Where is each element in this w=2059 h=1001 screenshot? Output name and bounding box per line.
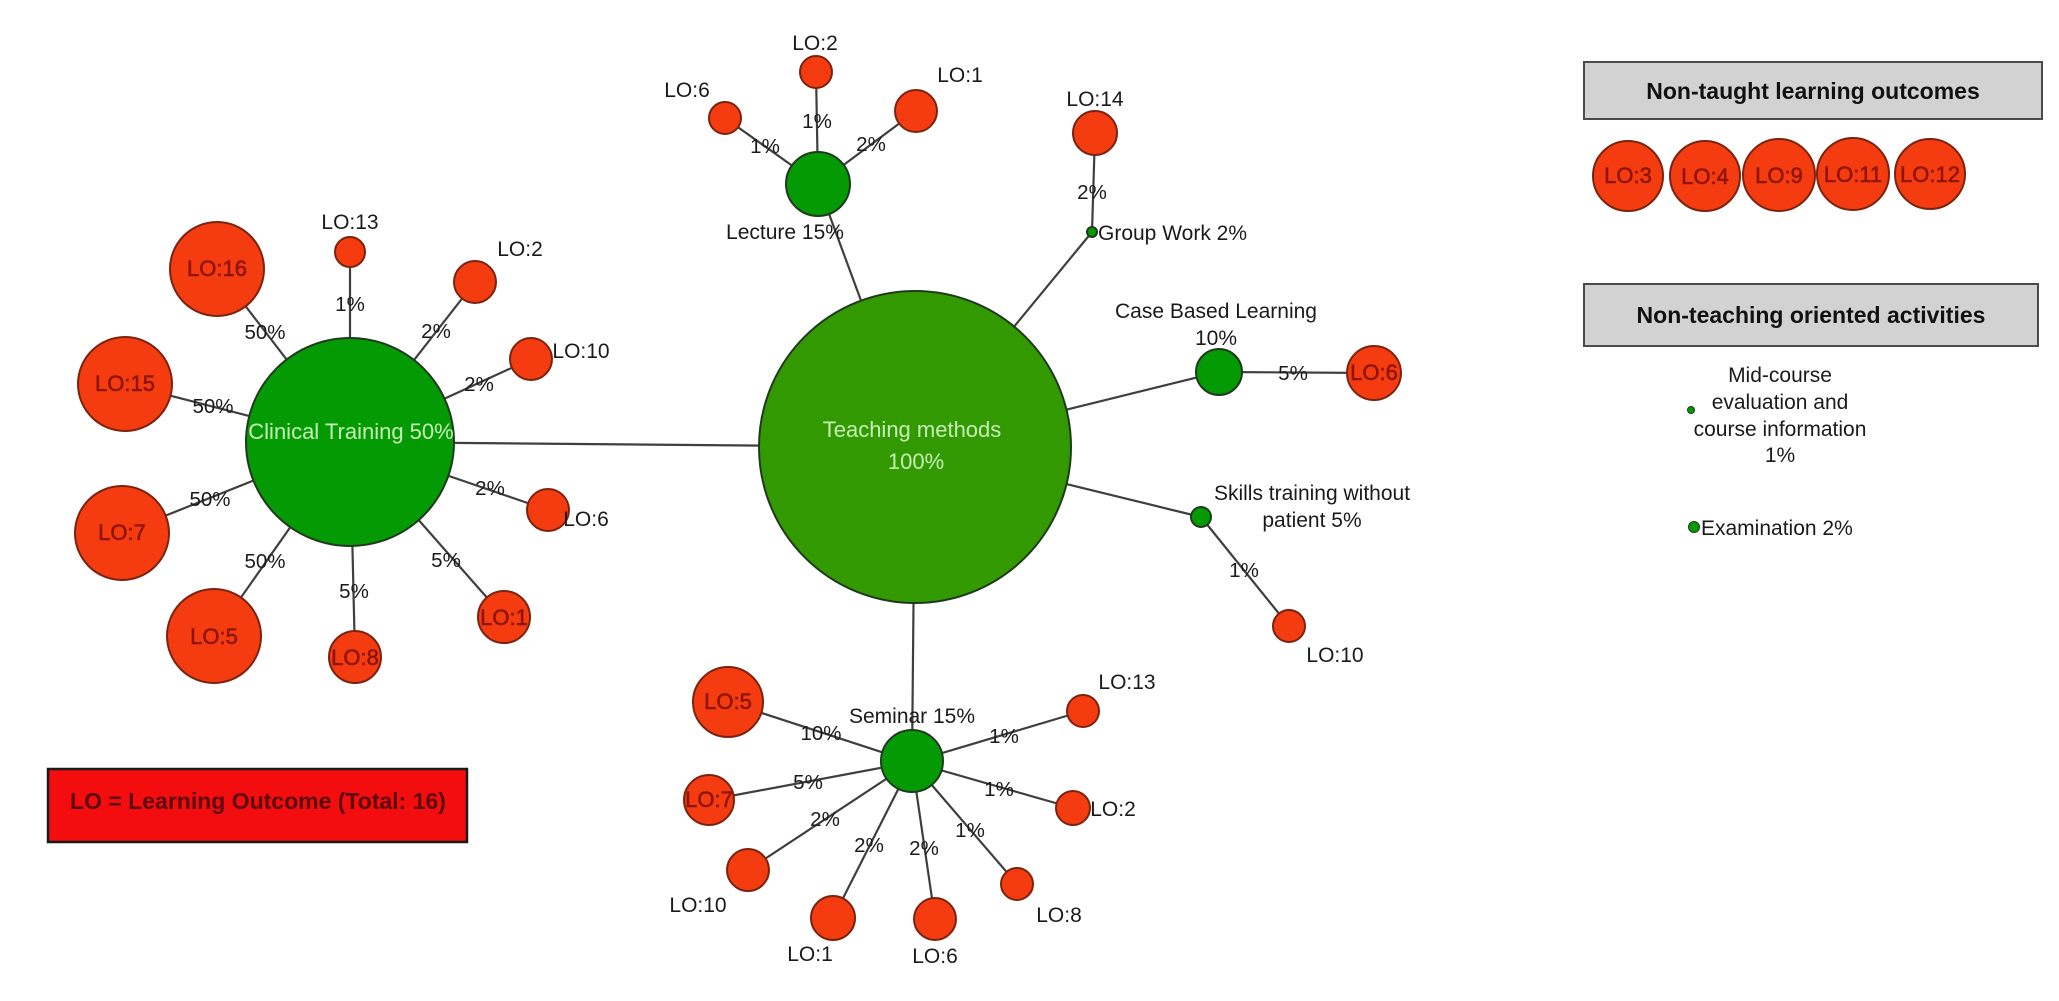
- svg-text:5%: 5%: [1278, 362, 1308, 385]
- svg-text:LO:15: LO:15: [95, 371, 155, 396]
- svg-text:LO:7: LO:7: [98, 520, 146, 545]
- svg-text:LO = Learning Outcome (Total:: LO = Learning Outcome (Total: 16): [70, 788, 446, 814]
- svg-text:LO:10: LO:10: [669, 894, 726, 917]
- svg-text:1%: 1%: [335, 293, 365, 316]
- svg-text:1%: 1%: [955, 819, 985, 842]
- svg-text:LO:6: LO:6: [563, 508, 609, 531]
- svg-text:LO:10: LO:10: [1306, 644, 1363, 667]
- svg-text:LO:13: LO:13: [321, 211, 378, 234]
- svg-text:LO:8: LO:8: [331, 645, 379, 670]
- svg-text:LO:2: LO:2: [1090, 798, 1136, 821]
- svg-text:1%: 1%: [1765, 444, 1795, 467]
- svg-text:1%: 1%: [802, 110, 832, 133]
- svg-text:LO:10: LO:10: [552, 340, 609, 363]
- svg-text:Examination 2%: Examination 2%: [1701, 517, 1853, 540]
- svg-text:2%: 2%: [421, 320, 451, 343]
- svg-text:LO:11: LO:11: [1824, 162, 1882, 187]
- svg-text:Lecture 15%: Lecture 15%: [726, 221, 844, 244]
- svg-text:LO:13: LO:13: [1098, 671, 1155, 694]
- svg-text:LO:3: LO:3: [1604, 163, 1652, 188]
- svg-text:LO:2: LO:2: [792, 32, 838, 55]
- svg-text:2%: 2%: [856, 133, 886, 156]
- svg-text:1%: 1%: [989, 725, 1019, 748]
- svg-text:2%: 2%: [854, 834, 884, 857]
- svg-text:Seminar 15%: Seminar 15%: [849, 705, 975, 728]
- svg-text:50%: 50%: [189, 488, 230, 511]
- svg-text:LO:6: LO:6: [664, 79, 710, 102]
- svg-text:LO:2: LO:2: [497, 238, 543, 261]
- svg-text:course information: course information: [1694, 418, 1867, 441]
- svg-text:2%: 2%: [909, 837, 939, 860]
- svg-text:LO:6: LO:6: [1350, 360, 1398, 385]
- svg-text:LO:1: LO:1: [787, 943, 833, 966]
- svg-text:patient 5%: patient 5%: [1262, 509, 1361, 532]
- svg-text:LO:16: LO:16: [187, 256, 247, 281]
- svg-text:2%: 2%: [464, 373, 494, 396]
- svg-text:5%: 5%: [339, 580, 369, 603]
- svg-text:10%: 10%: [1195, 327, 1237, 350]
- svg-text:LO:9: LO:9: [1755, 163, 1803, 188]
- svg-text:LO:12: LO:12: [1900, 162, 1960, 187]
- svg-text:2%: 2%: [810, 808, 840, 831]
- svg-text:50%: 50%: [244, 321, 285, 344]
- svg-text:Teaching methods: Teaching methods: [823, 417, 1002, 442]
- svg-text:1%: 1%: [1229, 559, 1259, 582]
- svg-text:2%: 2%: [1077, 181, 1107, 204]
- svg-text:Case Based Learning: Case Based Learning: [1115, 300, 1317, 323]
- svg-text:100%: 100%: [888, 449, 944, 474]
- svg-text:1%: 1%: [984, 778, 1014, 801]
- svg-text:Mid-course: Mid-course: [1728, 364, 1832, 387]
- svg-text:LO:8: LO:8: [1036, 904, 1082, 927]
- svg-text:LO:6: LO:6: [912, 945, 958, 968]
- svg-text:Non-taught learning outcomes: Non-taught learning outcomes: [1646, 78, 1980, 104]
- svg-text:2%: 2%: [475, 477, 505, 500]
- svg-text:LO:5: LO:5: [704, 689, 752, 714]
- svg-text:50%: 50%: [244, 550, 285, 573]
- svg-text:evaluation and: evaluation and: [1712, 391, 1849, 414]
- svg-text:LO:1: LO:1: [937, 64, 983, 87]
- svg-text:10%: 10%: [800, 722, 841, 745]
- svg-text:Skills training without: Skills training without: [1214, 482, 1410, 505]
- svg-text:LO:1: LO:1: [480, 605, 528, 630]
- svg-text:LO:4: LO:4: [1681, 164, 1729, 189]
- svg-text:50%: 50%: [192, 395, 233, 418]
- svg-text:Group Work 2%: Group Work 2%: [1098, 222, 1247, 245]
- svg-text:Non-teaching oriented activiti: Non-teaching oriented activities: [1637, 302, 1986, 328]
- svg-text:Clinical Training 50%: Clinical Training 50%: [248, 419, 453, 444]
- svg-text:LO:14: LO:14: [1066, 88, 1124, 111]
- svg-text:LO:5: LO:5: [190, 624, 238, 649]
- svg-text:1%: 1%: [750, 135, 780, 158]
- svg-text:5%: 5%: [431, 549, 461, 572]
- svg-text:LO:7: LO:7: [685, 787, 733, 812]
- svg-text:5%: 5%: [793, 771, 823, 794]
